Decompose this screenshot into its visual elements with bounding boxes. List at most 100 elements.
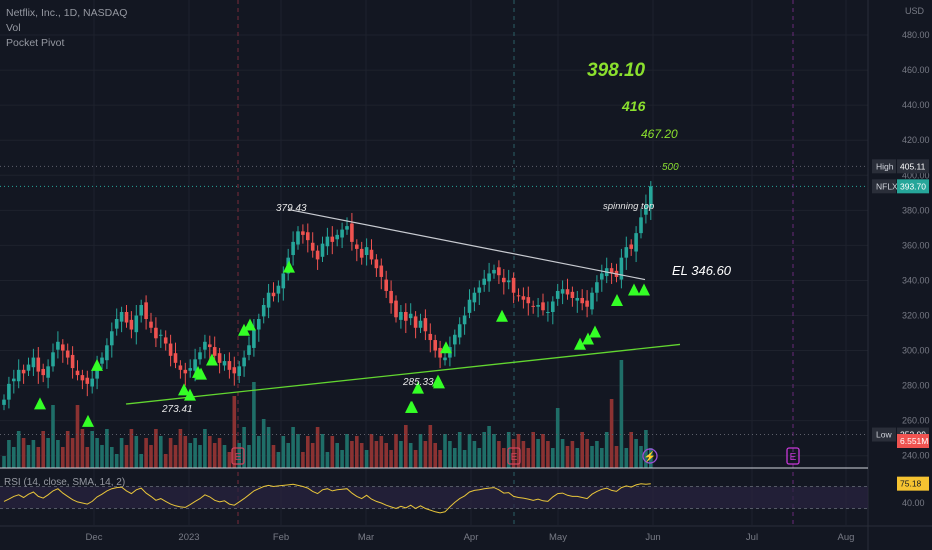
lightning-icon: ⚡ <box>644 450 656 463</box>
volume-bar <box>590 446 594 468</box>
volume-bar <box>506 432 511 468</box>
swing-low-label: 285.33 <box>402 377 434 388</box>
candle-body <box>404 312 408 321</box>
rsi-indicator-label[interactable]: RSI (14, close, SMA, 14, 2) <box>4 477 126 488</box>
price-tick-label: 380.00 <box>902 205 930 215</box>
candle-body <box>159 334 163 336</box>
candle-body <box>516 295 521 297</box>
candle-body <box>418 320 423 328</box>
volume-indicator-label[interactable]: Vol <box>6 22 21 34</box>
earnings-marker <box>786 447 800 465</box>
high-price-tag-value-bg <box>897 159 929 174</box>
volume-bar <box>423 441 428 468</box>
volume-bar <box>487 426 491 468</box>
candle-body <box>163 337 168 344</box>
time-axis-label: Apr <box>464 532 479 543</box>
candle-body <box>506 280 511 283</box>
candle-body <box>477 287 482 293</box>
volume-bar <box>21 438 26 468</box>
pocket-pivot-marker <box>184 388 196 401</box>
candle-body <box>634 233 638 252</box>
volume-bar <box>355 436 359 468</box>
candle-body <box>242 357 246 367</box>
pocket-pivot-marker <box>195 367 207 380</box>
volume-bar <box>374 441 379 468</box>
pocket-pivot-marker <box>589 325 601 338</box>
price-axis <box>868 0 932 550</box>
earnings-marker-label: E <box>235 452 242 463</box>
volume-bar <box>541 434 545 468</box>
candle-body <box>399 312 403 320</box>
split-event-icon <box>642 448 658 464</box>
rsi-band <box>0 486 868 509</box>
volume-bar <box>178 429 183 468</box>
pocket-pivot-marker <box>582 332 594 345</box>
volume-bar <box>570 441 575 468</box>
volume-bar <box>536 439 540 468</box>
candle-body <box>291 241 295 256</box>
pocket-pivot-marker <box>496 309 508 322</box>
candle-body <box>590 292 594 310</box>
pocket-pivot-indicator-label[interactable]: Pocket Pivot <box>6 37 65 49</box>
candle-body <box>281 273 286 289</box>
volume-bar <box>320 434 325 468</box>
volume-bar <box>389 450 393 468</box>
time-axis-label: Aug <box>838 532 855 543</box>
pocket-pivot-marker <box>178 383 190 396</box>
volume-bar <box>212 443 217 468</box>
volume-bar <box>600 448 604 468</box>
pocket-pivot-marker <box>440 341 452 354</box>
volume-bar <box>369 434 374 468</box>
volume-bar <box>134 436 139 468</box>
candle-body <box>423 318 428 332</box>
candle-body <box>12 378 16 382</box>
volume-bar <box>149 445 153 468</box>
candle-body <box>443 357 447 361</box>
volume-bar <box>100 445 104 468</box>
volume-bar <box>173 445 178 468</box>
pocket-pivot-marker <box>206 353 218 366</box>
volume-bar <box>31 440 36 468</box>
price-tick-label: 320.00 <box>902 311 930 321</box>
candle-body <box>413 316 418 328</box>
candle-body <box>105 345 109 361</box>
candle-body <box>315 250 320 260</box>
volume-bar <box>555 408 560 468</box>
candle-body <box>384 279 388 291</box>
volume-bar <box>193 438 197 468</box>
candle-body <box>585 300 589 307</box>
volume-bar <box>36 447 41 468</box>
rsi-tick-label: 40.00 <box>902 498 925 508</box>
volume-bar <box>609 399 614 468</box>
candle-body <box>41 368 45 376</box>
volume-bar <box>252 382 256 468</box>
target-label: 467.20 <box>641 127 678 141</box>
candle-body <box>609 268 614 274</box>
last-price-tag-value: 393.70 <box>900 181 926 191</box>
candle-body <box>325 236 330 247</box>
candle-body <box>2 399 6 405</box>
volume-bar <box>70 438 75 468</box>
volume-bar <box>624 448 629 468</box>
volume-bar <box>242 427 246 468</box>
volume-bar <box>580 432 584 468</box>
resistance-trendline <box>287 208 646 281</box>
volume-bar <box>222 445 227 468</box>
volume-bar <box>90 431 94 468</box>
symbol-title[interactable]: Netflix, Inc., 1D, NASDAQ <box>6 7 128 19</box>
price-tick-label: 400.00 <box>902 170 930 180</box>
last-price-tag-label: NFLX <box>876 181 898 191</box>
candle-body <box>453 334 457 345</box>
candle-body <box>335 234 339 240</box>
low-price-tag-label: Low <box>876 430 892 440</box>
candle-body <box>134 315 139 333</box>
low-price-tag-label-bg <box>872 427 896 442</box>
volume-bar <box>75 405 80 468</box>
price-tick-label: 300.00 <box>902 346 930 356</box>
volume-bar <box>404 425 408 468</box>
high-price-tag-label: High <box>876 161 894 171</box>
pocket-pivot-marker <box>574 337 586 350</box>
volume-bar <box>80 429 85 468</box>
high-price-tag-value: 405.11 <box>900 161 926 171</box>
